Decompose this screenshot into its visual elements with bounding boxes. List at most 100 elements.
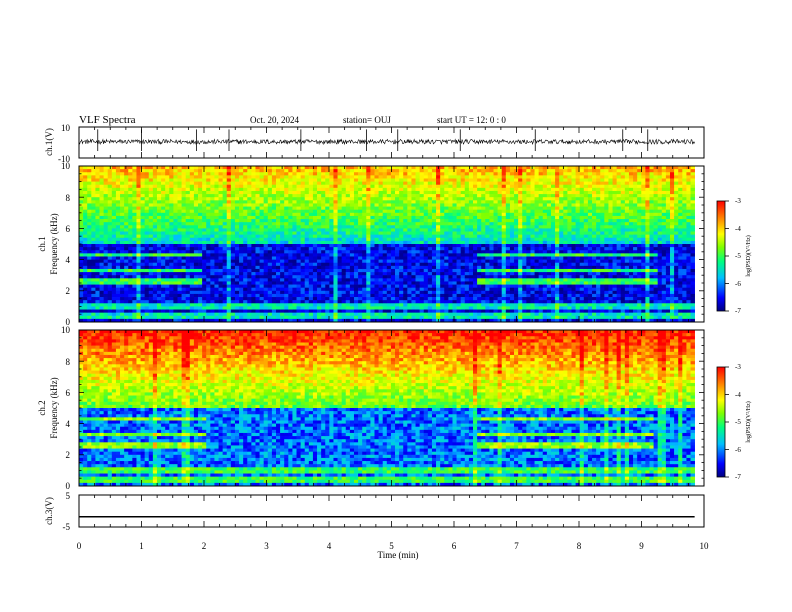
spectrogram-cell (132, 272, 137, 276)
spectrogram-cell (247, 250, 252, 254)
spectrogram-cell (399, 234, 404, 239)
spectrogram-cell (300, 184, 306, 189)
spectrogram-cell (156, 259, 162, 264)
spectrogram-cell (304, 278, 310, 282)
spectrogram-cell (218, 222, 223, 226)
spectrogram-cell (386, 275, 392, 279)
spectrogram-cell (202, 209, 207, 214)
spectrogram-cell (136, 166, 141, 170)
spectrogram-cell (362, 312, 367, 317)
spectrogram-cell (193, 275, 199, 279)
spectrogram-cell (288, 297, 293, 301)
spectrogram-cell (181, 284, 187, 289)
spectrogram-cell (473, 284, 478, 289)
spectrogram-cell (292, 181, 297, 186)
spectrogram-cell (83, 197, 88, 201)
spectrogram-cell (403, 190, 408, 195)
spectrogram-cell (222, 275, 228, 279)
spectrogram-cell (185, 178, 191, 182)
spectrogram-cell (177, 300, 182, 304)
spectrogram-cell (370, 181, 375, 186)
spectrogram-cell (292, 203, 297, 207)
spectrogram-cell (370, 281, 375, 285)
spectrogram-cell (341, 318, 347, 323)
spectrogram-cell (165, 281, 170, 285)
spectrogram-cell (386, 259, 392, 264)
spectrogram-cell (374, 306, 379, 310)
spectrogram-cell (464, 259, 470, 264)
spectrogram-cell (444, 272, 449, 276)
spectrogram-cell (456, 219, 462, 223)
spectrogram-cell (181, 215, 187, 220)
spectrogram-cell (341, 259, 347, 264)
spectrogram-cell (321, 212, 326, 217)
spectrogram-cell (115, 175, 121, 179)
spectrogram-cell (337, 244, 343, 248)
spectrogram-cell (337, 209, 343, 214)
spectrogram-cell (99, 281, 104, 285)
spectrogram-cell (156, 309, 162, 313)
spectrogram-cell (95, 303, 100, 307)
spectrogram-cell (296, 225, 301, 229)
spectrogram-cell (431, 272, 437, 276)
spectrogram-cell (378, 293, 384, 298)
spectrogram-cell (107, 228, 113, 232)
spectrogram-cell (382, 290, 388, 295)
spectrogram-cell (358, 268, 363, 273)
spectrogram-cell (181, 209, 187, 214)
spectrogram-cell (341, 262, 347, 267)
spectrogram-cell (276, 259, 281, 264)
spectrogram-cell (399, 318, 404, 323)
spectrogram-cell (206, 253, 211, 257)
spectrogram-cell (460, 228, 466, 232)
spectrogram-cell (317, 225, 322, 229)
spectrogram-cell (325, 265, 330, 270)
spectrogram-cell (156, 256, 162, 260)
spectrogram-cell (304, 315, 310, 320)
spectrogram-cell (395, 237, 400, 242)
spectrogram-cell (181, 281, 187, 285)
spectrogram-cell (103, 184, 109, 189)
spectrogram-cell (382, 175, 388, 179)
spectrogram-cell (468, 281, 474, 285)
spectrogram-cell (390, 215, 396, 220)
spectrogram-cell (308, 256, 314, 260)
spectrogram-cell (333, 268, 338, 273)
spectrogram-cell (189, 244, 195, 248)
spectrogram-cell (161, 259, 166, 264)
spectrogram-cell (144, 181, 150, 186)
spectrogram-cell (300, 219, 306, 223)
spectrogram-cell (477, 275, 482, 279)
spectrogram-cell (124, 297, 129, 301)
spectrogram-cell (276, 309, 281, 313)
spectrogram-cell (107, 290, 113, 295)
spectrogram-cell (87, 209, 92, 214)
spectrogram-cell (353, 293, 359, 298)
spectrogram-cell (427, 297, 433, 301)
spectrogram-cell (214, 178, 219, 182)
spectrogram-cell (255, 194, 260, 198)
spectrogram-cell (284, 303, 289, 307)
spectrogram-cell (399, 300, 404, 304)
spectrogram-cell (222, 312, 228, 317)
spectrogram-cell (255, 287, 260, 292)
spectrogram-cell (271, 215, 277, 220)
spectrogram-cell (448, 297, 453, 301)
spectrogram-cell (341, 272, 347, 276)
spectrogram-cell (226, 259, 232, 264)
spectrogram-cell (202, 175, 207, 179)
spectrogram-cell (296, 231, 301, 235)
spectrogram-cell (185, 190, 191, 195)
spectrogram-cell (349, 306, 355, 310)
spectrogram-cell (214, 206, 219, 211)
spectrogram-cell (222, 194, 228, 198)
spectrogram-cell (300, 306, 306, 310)
spectrogram-cell (263, 309, 269, 313)
spectrogram-cell (255, 244, 260, 248)
spectrogram-cell (239, 268, 244, 273)
spectrogram-cell (436, 278, 441, 282)
spectrogram-cell (403, 228, 408, 232)
spectrogram-cell (415, 166, 420, 170)
spectrogram-cell (353, 172, 359, 176)
spectrogram-cell (152, 194, 158, 198)
